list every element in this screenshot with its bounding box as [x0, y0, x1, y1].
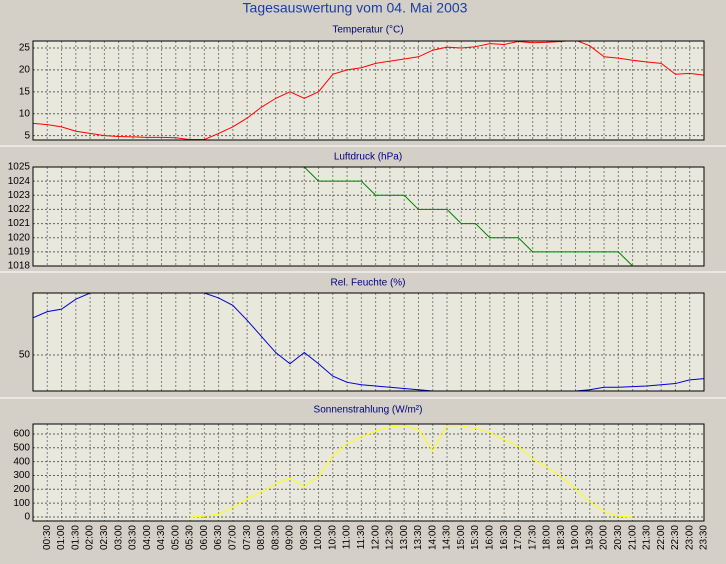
x-tick-label: 03:30	[128, 525, 139, 550]
y-tick-label: 50	[19, 350, 31, 361]
x-tick-label: 20:00	[599, 525, 610, 550]
y-tick-label: 5	[24, 130, 30, 141]
y-tick-label: 1024	[8, 176, 31, 187]
line-series	[33, 41, 704, 140]
x-tick-label: 11:00	[342, 525, 353, 550]
x-tick-label: 17:30	[527, 525, 538, 550]
x-tick-label: 04:30	[156, 525, 167, 550]
x-tick-label: 23:30	[699, 525, 710, 550]
x-tick-label: 14:30	[442, 525, 453, 550]
x-tick-label: 16:00	[484, 525, 495, 550]
panel-title: Temperatur (°C)	[332, 25, 403, 36]
line-series	[190, 425, 633, 518]
x-tick-label: 01:30	[70, 525, 81, 550]
x-tick-label: 04:00	[142, 525, 153, 550]
x-tick-label: 05:30	[185, 525, 196, 550]
panel-title: Luftdruck (hPa)	[334, 152, 402, 163]
x-tick-label: 14:00	[427, 525, 438, 550]
plot-area	[33, 167, 704, 266]
x-tick-label: 13:00	[399, 525, 410, 550]
x-tick-label: 18:00	[542, 525, 553, 550]
x-tick-label: 10:30	[327, 525, 338, 550]
line-series	[303, 167, 633, 266]
x-tick-label: 07:00	[228, 525, 239, 550]
x-tick-label: 08:00	[256, 525, 267, 550]
y-tick-label: 600	[13, 429, 30, 440]
x-tick-label: 02:30	[99, 525, 110, 550]
x-tick-label: 10:00	[313, 525, 324, 550]
x-tick-label: 08:30	[270, 525, 281, 550]
x-tick-label: 03:00	[113, 525, 124, 550]
x-tick-label: 20:30	[613, 525, 624, 550]
y-tick-label: 1020	[8, 232, 31, 243]
x-tick-label: 09:30	[299, 525, 310, 550]
plot-area	[33, 424, 704, 521]
y-tick-label: 1022	[8, 204, 31, 215]
x-tick-label: 19:00	[570, 525, 581, 550]
x-tick-label: 22:30	[670, 525, 681, 550]
y-tick-label: 1025	[8, 162, 31, 173]
y-tick-label: 300	[13, 470, 30, 481]
y-tick-label: 500	[13, 442, 30, 453]
panel-title: Rel. Feuchte (%)	[330, 278, 405, 289]
line-series	[33, 293, 704, 391]
x-tick-label: 15:00	[456, 525, 467, 550]
y-tick-label: 200	[13, 484, 30, 495]
x-tick-label: 22:00	[656, 525, 667, 550]
y-tick-label: 100	[13, 498, 30, 509]
y-tick-label: 1021	[8, 218, 31, 229]
y-tick-label: 25	[19, 43, 31, 54]
x-tick-label: 21:30	[642, 525, 653, 550]
chart-title: Tagesauswertung vom 04. Mai 2003	[243, 0, 468, 16]
x-tick-label: 02:00	[85, 525, 96, 550]
plot-border	[32, 40, 705, 141]
y-tick-label: 20	[19, 65, 31, 76]
y-tick-label: 0	[24, 512, 30, 523]
plot-border	[32, 292, 705, 392]
plot-area	[33, 293, 704, 391]
x-tick-label: 11:30	[356, 525, 367, 550]
x-tick-label: 18:30	[556, 525, 567, 550]
y-tick-label: 1023	[8, 190, 31, 201]
x-tick-label: 13:30	[413, 525, 424, 550]
x-tick-label: 09:00	[285, 525, 296, 550]
x-tick-label: 16:30	[499, 525, 510, 550]
x-tick-label: 23:00	[684, 525, 695, 550]
y-tick-label: 1019	[8, 246, 31, 257]
plot-area	[33, 41, 704, 140]
panel-title: Sonnenstrahlung (W/m²)	[314, 405, 423, 416]
x-tick-label: 12:30	[385, 525, 396, 550]
plot-border	[32, 423, 705, 522]
x-tick-label: 12:00	[370, 525, 381, 550]
x-tick-label: 19:30	[584, 525, 595, 550]
y-tick-label: 15	[19, 86, 31, 97]
x-tick-label: 15:30	[470, 525, 481, 550]
x-tick-label: 21:00	[627, 525, 638, 550]
plot-border	[32, 166, 705, 267]
x-tick-label: 01:00	[56, 525, 67, 550]
y-tick-label: 1018	[8, 261, 31, 272]
x-tick-label: 17:00	[513, 525, 524, 550]
y-tick-label: 10	[19, 108, 31, 119]
x-tick-label: 00:30	[42, 525, 53, 550]
y-tick-label: 400	[13, 456, 30, 467]
x-tick-label: 05:00	[170, 525, 181, 550]
x-tick-label: 07:30	[242, 525, 253, 550]
x-tick-label: 06:00	[199, 525, 210, 550]
x-tick-label: 06:30	[213, 525, 224, 550]
